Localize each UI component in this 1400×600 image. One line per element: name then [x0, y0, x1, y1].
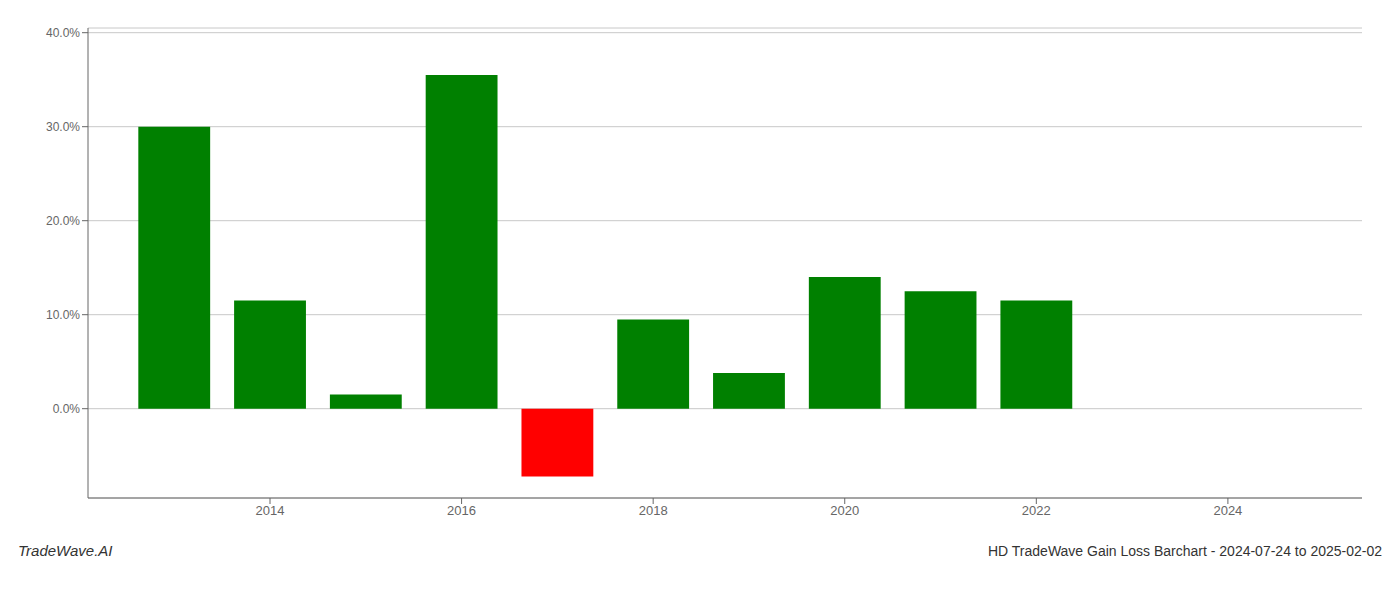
- html-text:TradeWave.AI: TradeWave.AI: [18, 542, 113, 559]
- svg-text:10.0%: 10.0%: [46, 308, 80, 322]
- svg-text:2024: 2024: [1213, 503, 1242, 518]
- svg-text:40.0%: 40.0%: [46, 26, 80, 40]
- svg-text:2016: 2016: [447, 503, 476, 518]
- svg-text:30.0%: 30.0%: [46, 120, 80, 134]
- svg-text:2018: 2018: [639, 503, 668, 518]
- html-text:HD TradeWave Gain Loss Barchar: HD TradeWave Gain Loss Barchart - 2024-0…: [988, 543, 1382, 559]
- svg-text:0.0%: 0.0%: [53, 402, 81, 416]
- svg-text:20.0%: 20.0%: [46, 214, 80, 228]
- svg-text:2020: 2020: [830, 503, 859, 518]
- svg-text:2014: 2014: [256, 503, 285, 518]
- svg-text:2022: 2022: [1022, 503, 1051, 518]
